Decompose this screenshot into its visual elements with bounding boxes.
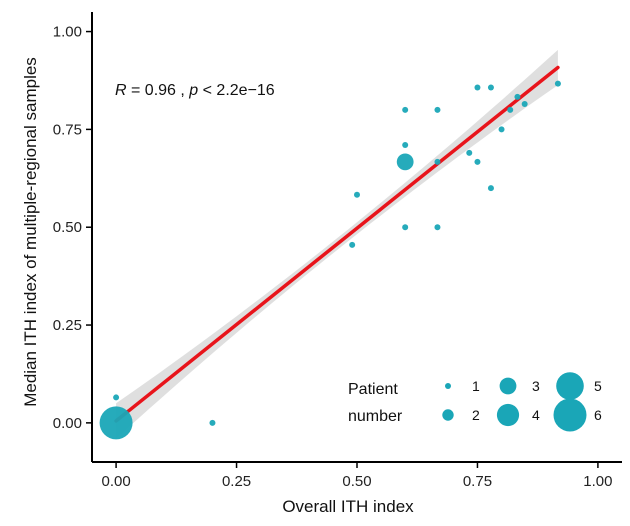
- legend-key: [496, 403, 520, 427]
- p-symbol: p: [188, 82, 198, 99]
- x-tick-label: 0.00: [101, 473, 130, 490]
- legend: Patient number 1 2 3 4 5 6: [348, 372, 602, 432]
- p-value: < 2.2e−16: [198, 82, 275, 99]
- legend-label: 1: [472, 378, 480, 394]
- x-axis-title: Overall ITH index: [282, 497, 414, 516]
- y-tick-label: 0.75: [53, 121, 82, 138]
- legend-key: [499, 377, 517, 395]
- data-point: [474, 158, 481, 165]
- legend-items: 1 2 3 4 5 6: [442, 372, 602, 432]
- data-point: [349, 241, 356, 248]
- data-point: [434, 224, 441, 231]
- x-tick-label: 1.00: [583, 473, 612, 490]
- regression-line: [114, 65, 560, 423]
- data-point: [474, 84, 481, 91]
- data-point: [209, 419, 216, 426]
- legend-title-line2: number: [348, 408, 403, 425]
- data-point: [521, 100, 528, 107]
- legend-label: 4: [532, 407, 540, 423]
- x-tick-label: 0.50: [342, 473, 371, 490]
- y-tick-label: 0.00: [53, 415, 82, 432]
- data-point: [507, 106, 514, 113]
- data-point: [402, 224, 409, 231]
- data-point: [402, 106, 409, 113]
- y-tick-label: 0.50: [53, 219, 82, 236]
- legend-title-line1: Patient: [348, 381, 398, 398]
- data-point: [514, 93, 521, 100]
- legend-label: 2: [472, 407, 480, 423]
- x-tick-label: 0.25: [222, 473, 251, 490]
- data-point: [354, 191, 360, 198]
- r-symbol: R: [115, 82, 127, 99]
- legend-key: [553, 398, 587, 432]
- legend-label: 3: [532, 378, 540, 394]
- legend-key: [445, 383, 451, 389]
- legend-key: [442, 409, 454, 421]
- data-point: [402, 142, 409, 149]
- data-point: [113, 394, 120, 401]
- data-point: [396, 153, 414, 171]
- legend-key: [556, 372, 584, 400]
- data-point: [99, 406, 133, 440]
- y-tick-label: 0.25: [53, 317, 82, 334]
- points-layer: [99, 80, 561, 440]
- data-point: [487, 185, 494, 192]
- data-point: [434, 106, 441, 113]
- legend-label: 5: [594, 378, 602, 394]
- legend-label: 6: [594, 407, 602, 423]
- data-point: [498, 126, 505, 133]
- data-point: [466, 149, 473, 156]
- r-value: = 0.96 ,: [127, 82, 190, 99]
- data-point: [554, 80, 561, 87]
- axes: 0.00 0.25 0.50 0.75 1.00 0.00 0.25 0.50 0.75 1.00: [53, 12, 622, 490]
- x-tick-label: 0.75: [463, 473, 492, 490]
- data-point: [434, 158, 441, 165]
- y-tick-label: 1.00: [53, 24, 82, 41]
- correlation-annotation: R = 0.96 , p < 2.2e−16: [115, 82, 275, 99]
- y-axis-title: Median ITH index of multiple-regional sa…: [21, 57, 40, 407]
- regression-line-layer: [114, 65, 560, 423]
- data-point: [487, 84, 494, 91]
